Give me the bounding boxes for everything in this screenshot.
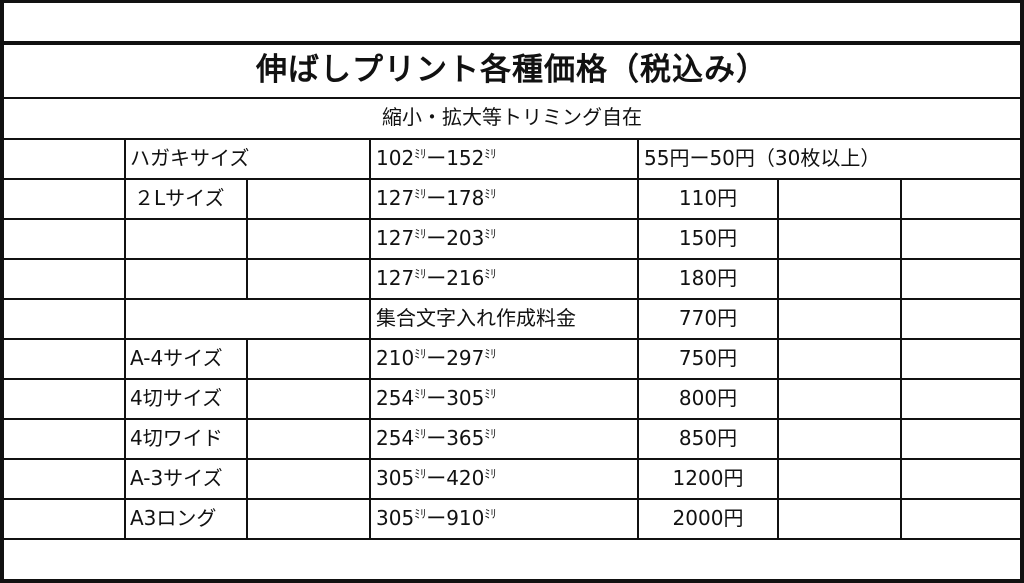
dimension: 127ﾐﾘー178ﾐﾘ — [376, 186, 497, 210]
column-rule — [900, 179, 902, 539]
dimension: 254ﾐﾘー305ﾐﾘ — [376, 386, 497, 410]
row-rule — [4, 258, 1020, 260]
size-name: 4切サイズ — [130, 386, 223, 410]
size-name: A-4サイズ — [130, 346, 223, 370]
dimension: 102ﾐﾘー152ﾐﾘ — [376, 146, 497, 170]
dimension: 127ﾐﾘー216ﾐﾘ — [376, 266, 497, 290]
size-name: ハガキサイズ — [130, 146, 250, 170]
row-rule — [4, 218, 1020, 220]
title-bottom-rule — [4, 97, 1020, 99]
column-rule — [637, 139, 639, 539]
price: 180円 — [678, 266, 738, 290]
page-subtitle: 縮小・拡大等トリミング自在 — [382, 105, 642, 129]
price: 800円 — [678, 386, 738, 410]
row-rule — [4, 418, 1020, 420]
dimension: 127ﾐﾘー203ﾐﾘ — [376, 226, 497, 250]
column-rule — [777, 179, 779, 539]
price: 2000円 — [672, 506, 744, 530]
dimension: 305ﾐﾘー420ﾐﾘ — [376, 466, 497, 490]
dimension: 210ﾐﾘー297ﾐﾘ — [376, 346, 497, 370]
row-rule — [4, 498, 1020, 500]
price: 1200円 — [672, 466, 744, 490]
column-rule — [369, 139, 371, 539]
subtitle-bottom-rule — [4, 138, 1020, 140]
size-name: ２Lサイズ — [134, 186, 225, 210]
column-rule — [124, 139, 126, 539]
size-name: A3ロング — [130, 506, 217, 530]
row-rule — [4, 338, 1020, 340]
price: 750円 — [678, 346, 738, 370]
title-top-rule — [4, 41, 1020, 45]
price: 55円ー50円（30枚以上） — [644, 146, 881, 170]
column-rule — [246, 339, 248, 539]
size-name: 4切ワイド — [130, 426, 223, 450]
price: 770円 — [678, 306, 738, 330]
page-title: 伸ばしプリント各種価格（税込み） — [256, 52, 768, 88]
row-rule — [4, 458, 1020, 460]
price: 850円 — [678, 426, 738, 450]
size-name: A-3サイズ — [130, 466, 223, 490]
dimension: 254ﾐﾘー365ﾐﾘ — [376, 426, 497, 450]
row-rule — [4, 178, 1020, 180]
price: 110円 — [678, 186, 738, 210]
column-rule — [246, 179, 248, 299]
dimension: 305ﾐﾘー910ﾐﾘ — [376, 506, 497, 530]
row-rule — [4, 538, 1020, 540]
row-rule — [4, 378, 1020, 380]
dimension: 集合文字入れ作成料金 — [376, 306, 576, 330]
price: 150円 — [678, 226, 738, 250]
row-rule — [4, 298, 1020, 300]
